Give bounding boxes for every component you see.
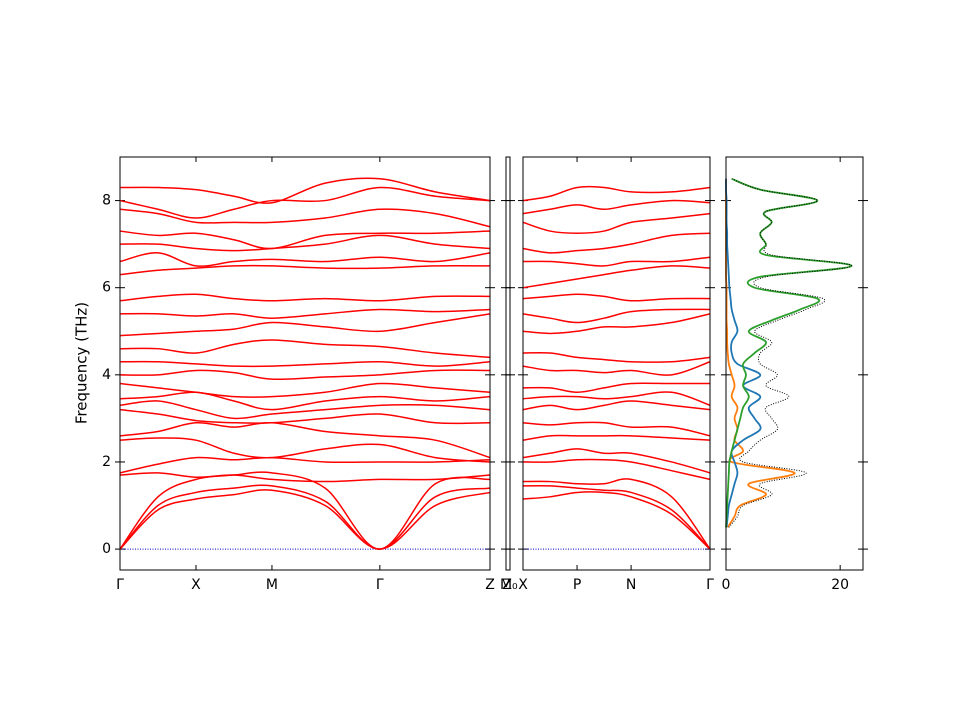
band [522, 265, 711, 289]
band [522, 382, 710, 394]
x-tick-label: N [626, 577, 636, 593]
band [119, 391, 491, 411]
x-tick-label: Γ [116, 577, 124, 593]
band [119, 489, 491, 550]
band [522, 256, 711, 267]
band [119, 230, 491, 250]
band [119, 456, 491, 474]
band [522, 313, 711, 335]
y-axis-label: Frequency (THz) [73, 302, 91, 424]
band [522, 400, 711, 411]
band [522, 361, 711, 376]
band [119, 264, 491, 276]
band [119, 208, 491, 228]
x-tick-label: M [500, 577, 512, 593]
x-tick-label: M [266, 577, 278, 593]
band [522, 308, 711, 324]
y-tick-label: 8 [102, 193, 111, 209]
y-tick-label: 0 [102, 541, 111, 557]
band [119, 472, 491, 483]
dos-line [725, 178, 762, 528]
band [522, 478, 711, 550]
band [119, 293, 491, 302]
band [119, 484, 491, 550]
band [119, 313, 491, 337]
x-tick-label: X [518, 577, 528, 593]
band [119, 234, 491, 252]
y-tick-label: 4 [102, 367, 111, 383]
band [119, 186, 491, 219]
band [522, 185, 711, 202]
band [522, 458, 711, 481]
band [522, 434, 711, 441]
band [522, 485, 711, 550]
band [522, 448, 711, 474]
x-tick-label: Z₀ [502, 577, 518, 593]
x-tick-label: 0 [722, 577, 731, 593]
band [522, 293, 711, 302]
x-tick-label: 20 [831, 577, 849, 593]
band [119, 308, 491, 319]
plot-frame [505, 156, 511, 571]
plot-frame [725, 156, 864, 571]
plot-frame [119, 156, 491, 571]
band [119, 252, 491, 267]
band [119, 471, 491, 550]
x-tick-label: Γ [706, 577, 714, 593]
y-tick-label: 2 [102, 454, 111, 470]
band [522, 391, 711, 407]
band [522, 232, 711, 254]
band [119, 360, 491, 368]
band [119, 339, 491, 359]
band [119, 408, 491, 425]
band [119, 382, 491, 398]
band [522, 199, 711, 215]
band [522, 212, 711, 234]
dos-line [725, 177, 853, 528]
x-tick-label: Γ [376, 577, 384, 593]
band [522, 491, 711, 550]
x-tick-label: P [573, 577, 581, 593]
band [522, 421, 711, 437]
x-tick-label: Z [485, 577, 495, 593]
band [119, 369, 491, 381]
band [119, 400, 491, 420]
y-tick-label: 6 [102, 280, 111, 296]
plot-frame [522, 156, 711, 571]
x-tick-label: X [191, 577, 201, 593]
band [119, 177, 491, 204]
band [119, 437, 491, 463]
band [522, 351, 711, 363]
